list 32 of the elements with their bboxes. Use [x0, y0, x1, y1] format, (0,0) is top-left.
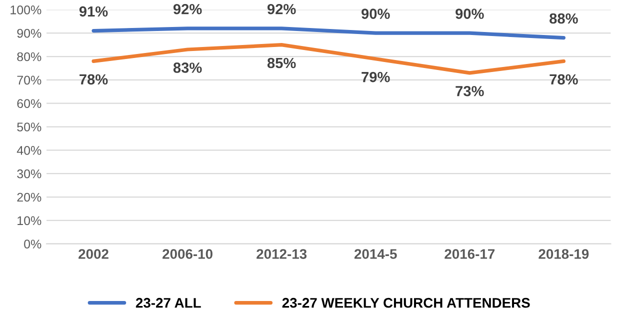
data-label: 85%	[267, 58, 296, 68]
data-label: 73%	[456, 86, 484, 96]
y-tick-label: 90%	[17, 28, 42, 38]
y-tick-label: 10%	[18, 216, 42, 226]
y-tick-label: 40%	[16, 146, 42, 155]
legend-label: 23-27 ALL	[136, 298, 201, 308]
data-label: 90%	[456, 8, 484, 19]
legend-label: 23-27 WEEKLY CHURCH ATTENDERS	[282, 298, 530, 308]
y-tick-label: 50%	[17, 122, 42, 132]
x-tick-label: 2018-19	[538, 249, 589, 259]
data-label: 92%	[173, 4, 202, 14]
y-tick-label: 100%	[10, 5, 42, 14]
data-label: 83%	[173, 62, 202, 73]
data-label: 78%	[80, 74, 108, 85]
data-label: 79%	[362, 72, 390, 82]
data-label: 90%	[362, 8, 390, 19]
x-tick-label: 2012-13	[256, 249, 307, 259]
data-label: 88%	[550, 13, 578, 24]
x-tick-label: 2002	[78, 249, 108, 259]
x-tick-label: 2016-17	[444, 249, 495, 259]
data-label: 91%	[79, 6, 108, 17]
data-label: 78%	[550, 74, 578, 85]
y-tick-label: 70%	[17, 76, 42, 85]
x-tick-label: 2006-10	[162, 249, 212, 259]
y-tick-label: 30%	[17, 169, 42, 178]
y-tick-label: 0%	[24, 240, 42, 249]
x-tick-label: 2014-5	[354, 249, 397, 259]
y-tick-label: 20%	[17, 192, 42, 202]
y-tick-label: 80%	[17, 52, 42, 62]
y-tick-label: 60%	[17, 99, 42, 108]
data-label: 92%	[267, 4, 296, 14]
line-series	[92, 26, 566, 40]
